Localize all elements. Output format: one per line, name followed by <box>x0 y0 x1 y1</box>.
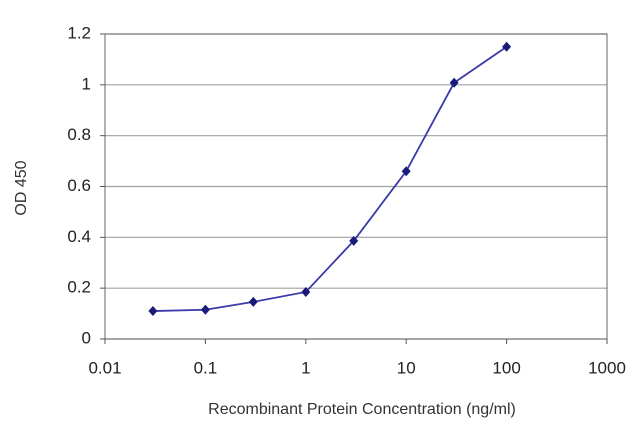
data-point <box>401 166 411 177</box>
data-point <box>502 41 512 52</box>
data-line <box>152 45 508 312</box>
x-tick-label: 0.01 <box>88 358 121 377</box>
data-point <box>248 296 258 307</box>
y-tick-label: 1.2 <box>67 23 91 42</box>
x-tick-label: 0.1 <box>194 358 218 377</box>
data-point <box>148 306 158 317</box>
x-axis-label: Recombinant Protein Concentration (ng/ml… <box>208 401 516 418</box>
data-point <box>200 304 210 315</box>
y-tick-label: 0.2 <box>67 278 91 297</box>
x-tick-label: 1 <box>301 358 310 377</box>
x-tick-label: 10 <box>397 358 416 377</box>
x-tick-label: 1000 <box>588 358 626 377</box>
y-tick-label: 0.8 <box>67 125 91 144</box>
y-tick-label: 1 <box>82 74 91 93</box>
y-axis-label: OD 450 <box>13 160 30 215</box>
y-tick-label: 0.4 <box>67 227 91 246</box>
x-tick-label: 100 <box>492 358 520 377</box>
data-point <box>449 77 459 88</box>
y-tick-label: 0 <box>82 328 91 347</box>
plot-frame <box>104 33 608 340</box>
data-point <box>301 286 311 297</box>
y-tick-label: 0.6 <box>67 176 91 195</box>
data-point <box>349 235 359 246</box>
